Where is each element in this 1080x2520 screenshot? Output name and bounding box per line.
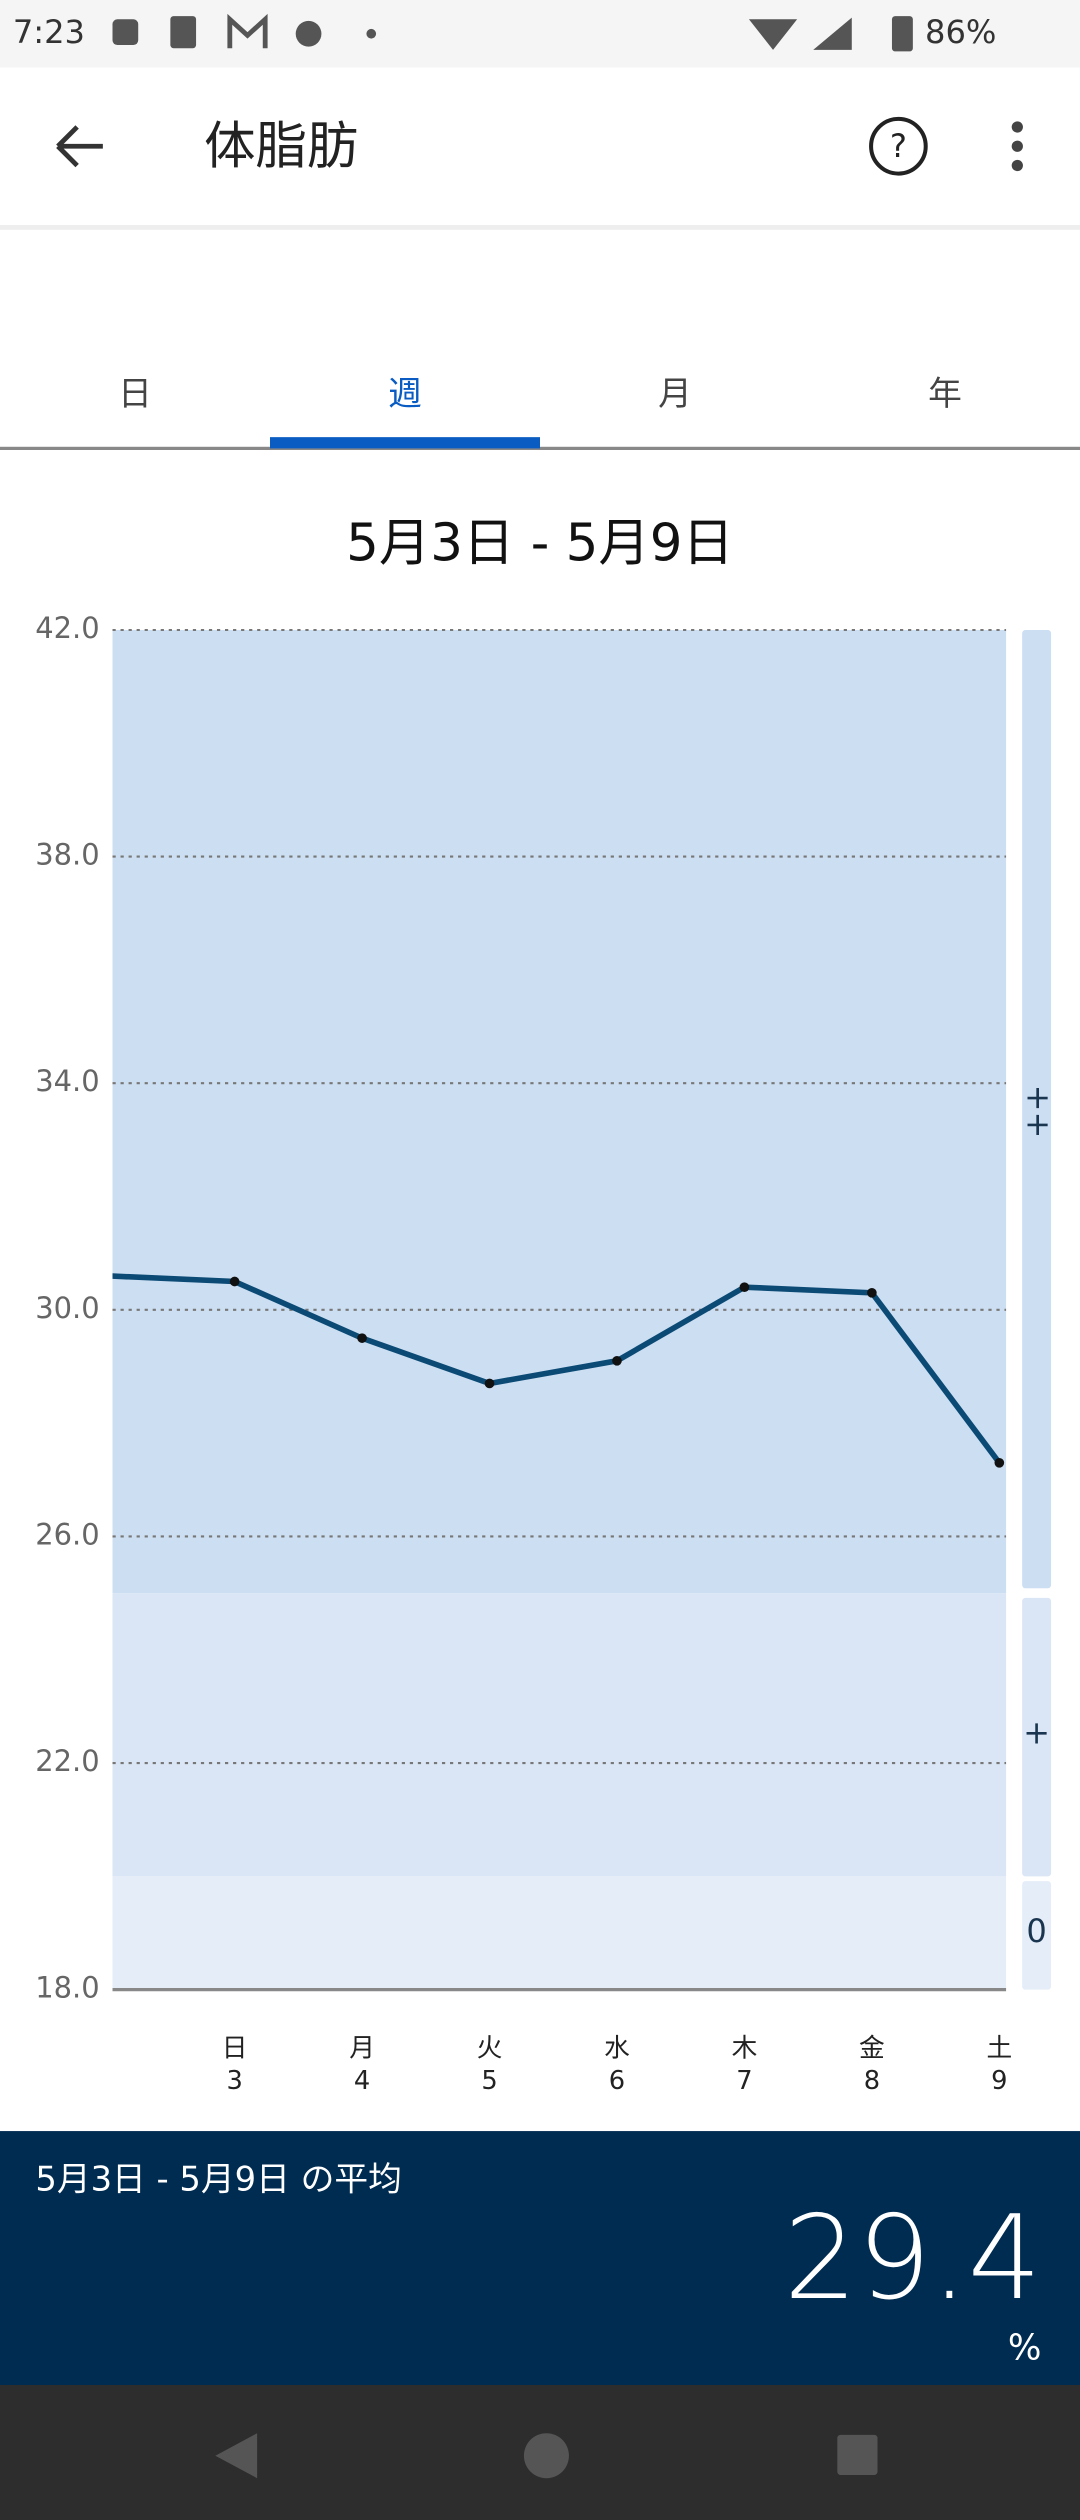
app-bar-shadow [0, 225, 1080, 230]
tab[interactable]: 年 [928, 374, 962, 413]
y-tick-label: 26.0 [35, 1517, 99, 1551]
nav-back[interactable] [215, 2433, 258, 2479]
summary-unit: % [1008, 2328, 1042, 2369]
zone-band [112, 1876, 1007, 1990]
data-point [867, 1288, 877, 1298]
tab[interactable]: 月 [658, 374, 692, 413]
y-tick-label: 22.0 [35, 1744, 99, 1778]
zone-legend [1022, 1597, 1052, 1877]
nav-home[interactable] [523, 2433, 569, 2479]
tab[interactable]: 週 [388, 374, 422, 413]
zone-band [112, 630, 1007, 1594]
y-tick-label: 38.0 [35, 838, 99, 872]
zone-label: ++ [1020, 1085, 1058, 1139]
zone-band [112, 1593, 1007, 1877]
x-tick-day: 6 [609, 2066, 625, 2096]
x-tick-day: 7 [736, 2066, 752, 2096]
zone-legend [1022, 1881, 1052, 1990]
help-button[interactable]: ? [869, 116, 928, 176]
data-point [739, 1282, 750, 1292]
svg-text:?: ? [890, 127, 907, 165]
summary-label: 5月3日 - 5月9日 の平均 [35, 2159, 402, 2198]
x-tick-label: 土 [986, 2034, 1012, 2064]
nav-recents[interactable] [837, 2434, 878, 2475]
y-tick-label: 34.0 [35, 1064, 99, 1098]
data-point [102, 1271, 112, 1281]
x-tick-day: 4 [354, 2066, 370, 2096]
plot [102, 1271, 1005, 1468]
x-tick-label: 水 [604, 2034, 630, 2064]
summary-panel [0, 2131, 1080, 2385]
x-tick-label: 金 [859, 2034, 885, 2064]
chart-title: 5月3日 - 5月9日 [346, 513, 734, 573]
x-tick-label: 火 [477, 2034, 503, 2064]
status-bar [0, 0, 1080, 68]
x-tick-label: 木 [732, 2034, 758, 2064]
tab-indicator [270, 437, 540, 449]
x-tick-day: 5 [481, 2066, 497, 2096]
zone-label: 0 [1026, 1912, 1046, 1950]
y-tick-label: 18.0 [35, 1971, 99, 2005]
x-tick-day: 9 [991, 2066, 1007, 2096]
x-tick-day: 8 [864, 2066, 880, 2096]
x-tick-day: 3 [226, 2066, 242, 2096]
app-bar [0, 67, 1080, 225]
zone-legend [1022, 630, 1052, 1589]
status-battery: 86% [925, 13, 996, 51]
data-point [612, 1355, 622, 1366]
data-line [112, 1273, 1002, 1465]
data-point [357, 1333, 367, 1343]
data-point [229, 1276, 240, 1287]
status-time: 7:23 [13, 13, 85, 51]
tab[interactable]: 日 [118, 374, 152, 413]
status-icons [112, 13, 913, 52]
data-point [994, 1457, 1005, 1468]
menu-button[interactable] [1011, 121, 1023, 172]
x-tick-label: 月 [349, 2034, 375, 2064]
summary-value: 29.4 [784, 2192, 1042, 2326]
x-tick-label: 日 [222, 2034, 248, 2064]
back-button[interactable] [56, 125, 103, 168]
y-tick-label: 42.0 [35, 611, 99, 645]
data-point [484, 1378, 495, 1389]
app-title: 体脂肪 [204, 116, 358, 176]
y-tick-label: 30.0 [35, 1291, 99, 1325]
zone-label: + [1023, 1714, 1050, 1752]
